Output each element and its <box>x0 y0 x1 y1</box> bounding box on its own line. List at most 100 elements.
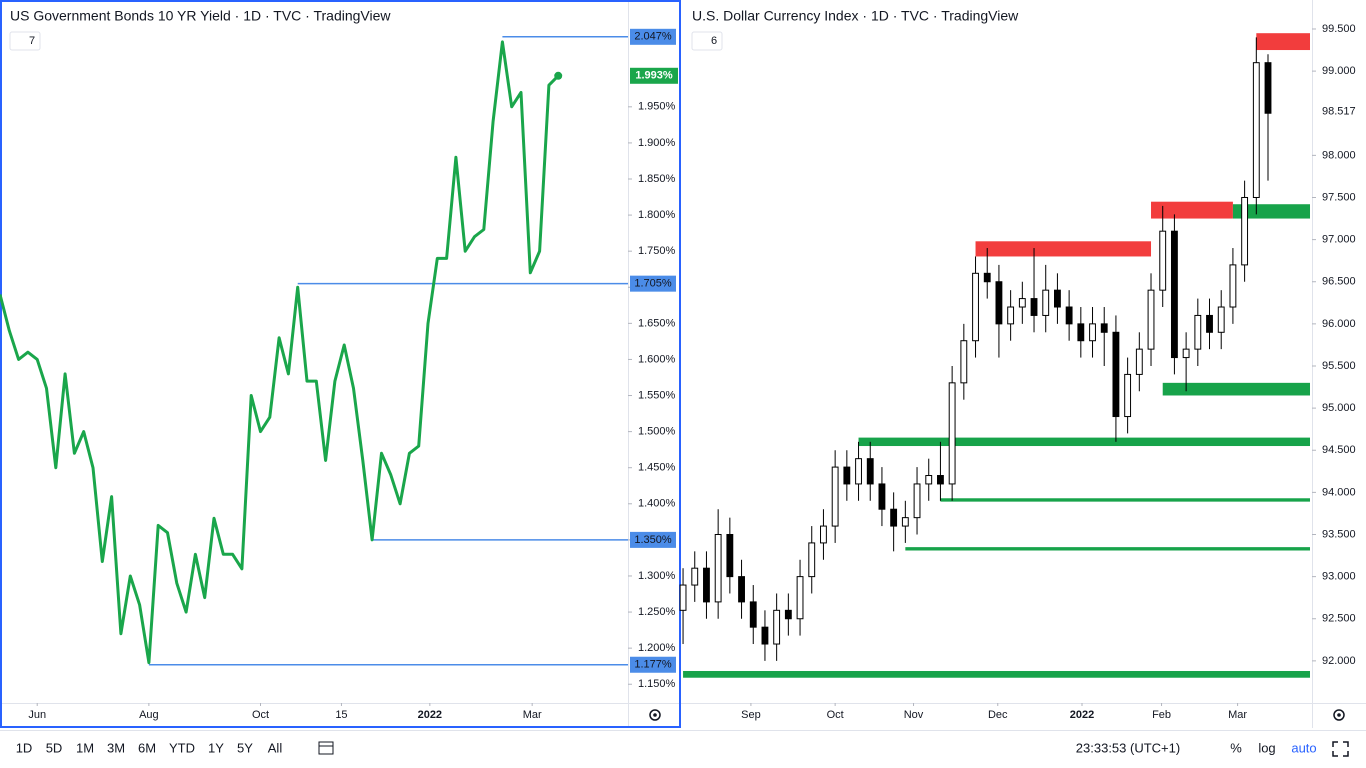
range-button[interactable]: 5Y <box>237 740 253 755</box>
y-tick-label: 92.500 <box>1322 613 1356 625</box>
indicator-badge[interactable] <box>691 31 723 51</box>
range-button[interactable]: 5D <box>46 740 63 755</box>
range-button[interactable]: 6M <box>138 740 156 755</box>
x-tick-label: Aug <box>139 709 159 721</box>
x-tick-label: 15 <box>335 709 347 721</box>
candle-body <box>901 517 909 527</box>
candle-body <box>1252 62 1260 198</box>
y-tick-label: 95.000 <box>1322 402 1356 414</box>
candle-body <box>691 567 699 586</box>
x-tick-label: Feb <box>1152 709 1171 721</box>
candle-body <box>1018 298 1026 308</box>
y-tick-label: 94.500 <box>1322 444 1356 456</box>
auto-toggle[interactable]: auto <box>1291 740 1316 755</box>
range-button[interactable]: 1D <box>16 740 33 755</box>
candle-body <box>1030 298 1038 316</box>
y-tick-label: 1.800% <box>638 209 676 221</box>
candle-body <box>972 272 979 342</box>
fullscreen-icon[interactable] <box>1332 741 1349 757</box>
y-tick-label: 98.000 <box>1322 149 1356 161</box>
price-label: 98.517 <box>1322 106 1356 118</box>
y-tick-label: 94.000 <box>1322 486 1356 498</box>
candle-body <box>983 272 991 283</box>
zone <box>940 498 1310 502</box>
candle-body <box>714 533 722 603</box>
y-tick-label: 1.550% <box>638 389 676 401</box>
price-label-box <box>630 67 678 84</box>
candle-body <box>878 483 886 510</box>
candle-body <box>1135 348 1143 375</box>
y-tick-label: 97.500 <box>1322 191 1356 203</box>
level-label-box <box>630 656 676 673</box>
log-toggle[interactable]: log <box>1258 740 1275 755</box>
candle-body <box>796 576 804 620</box>
y-tick-label: 1.200% <box>638 642 676 654</box>
candle-body <box>726 533 734 578</box>
level-label: 1.350% <box>634 534 672 546</box>
candle-body <box>995 281 1003 325</box>
x-tick-label: Dec <box>988 709 1008 721</box>
x-tick-label: 2022 <box>418 709 442 721</box>
range-button[interactable]: 3M <box>107 740 125 755</box>
y-tick-label: 92.000 <box>1322 655 1356 667</box>
chart-title: U.S. Dollar Currency Index · 1D · TVC · … <box>692 8 1019 24</box>
level-label-box <box>630 531 676 548</box>
zone <box>975 241 1152 257</box>
level-label-box <box>630 28 676 45</box>
candle-body <box>1241 196 1249 266</box>
calendar-icon[interactable] <box>318 741 334 755</box>
y-tick-label: 99.500 <box>1322 23 1356 35</box>
candle-body <box>1065 306 1073 325</box>
y-tick-label: 1.850% <box>638 173 676 185</box>
settings-icon[interactable] <box>649 709 661 721</box>
y-tick-label: 1.950% <box>638 101 676 113</box>
candle-body <box>749 601 757 628</box>
yield-line <box>0 40 560 665</box>
y-tick-label: 96.500 <box>1322 276 1356 288</box>
clock: 23:33:53 (UTC+1) <box>1076 740 1180 755</box>
candle-body <box>1206 314 1213 333</box>
y-tick-label: 93.500 <box>1322 528 1356 540</box>
y-tick-label: 93.000 <box>1322 571 1356 583</box>
x-tick-label: Oct <box>252 709 269 721</box>
candle-body <box>820 525 827 544</box>
x-tick-label: Oct <box>827 709 844 721</box>
candle-body <box>1124 373 1132 418</box>
candle-body <box>866 458 874 485</box>
indicator-count: 6 <box>711 35 717 47</box>
settings-icon[interactable] <box>1333 709 1345 721</box>
y-tick-label: 99.000 <box>1322 65 1356 77</box>
candle-body <box>1007 306 1015 325</box>
y-tick-label: 1.900% <box>638 137 676 149</box>
y-tick-label: 1.450% <box>638 462 676 474</box>
candle-body <box>1194 314 1202 350</box>
candle-body <box>1264 62 1272 114</box>
candle-body <box>1147 289 1155 350</box>
y-tick-label: 1.650% <box>638 317 676 329</box>
zone <box>858 437 1310 447</box>
range-button[interactable]: 1Y <box>208 740 224 755</box>
candle-body <box>1217 306 1225 333</box>
x-tick-label: 2022 <box>1070 709 1094 721</box>
range-button[interactable]: 1M <box>76 740 94 755</box>
range-button[interactable]: YTD <box>169 740 195 755</box>
indicator-count: 7 <box>29 35 35 47</box>
candle-body <box>1112 331 1120 418</box>
candle-body <box>913 483 921 519</box>
candle-body <box>948 382 956 485</box>
y-tick-label: 1.400% <box>638 498 676 510</box>
y-tick-label: 1.500% <box>638 426 676 438</box>
indicator-badge[interactable] <box>9 31 41 51</box>
candle-body <box>1054 289 1061 308</box>
candle-body <box>761 626 769 645</box>
candle-body <box>738 576 745 603</box>
zone <box>1162 382 1310 396</box>
candle-body <box>855 458 862 485</box>
y-tick-label: 1.600% <box>638 353 676 365</box>
zone <box>1151 201 1233 219</box>
range-button[interactable]: All <box>268 740 283 755</box>
candle-body <box>1229 264 1237 308</box>
percent-toggle[interactable]: % <box>1230 740 1242 755</box>
